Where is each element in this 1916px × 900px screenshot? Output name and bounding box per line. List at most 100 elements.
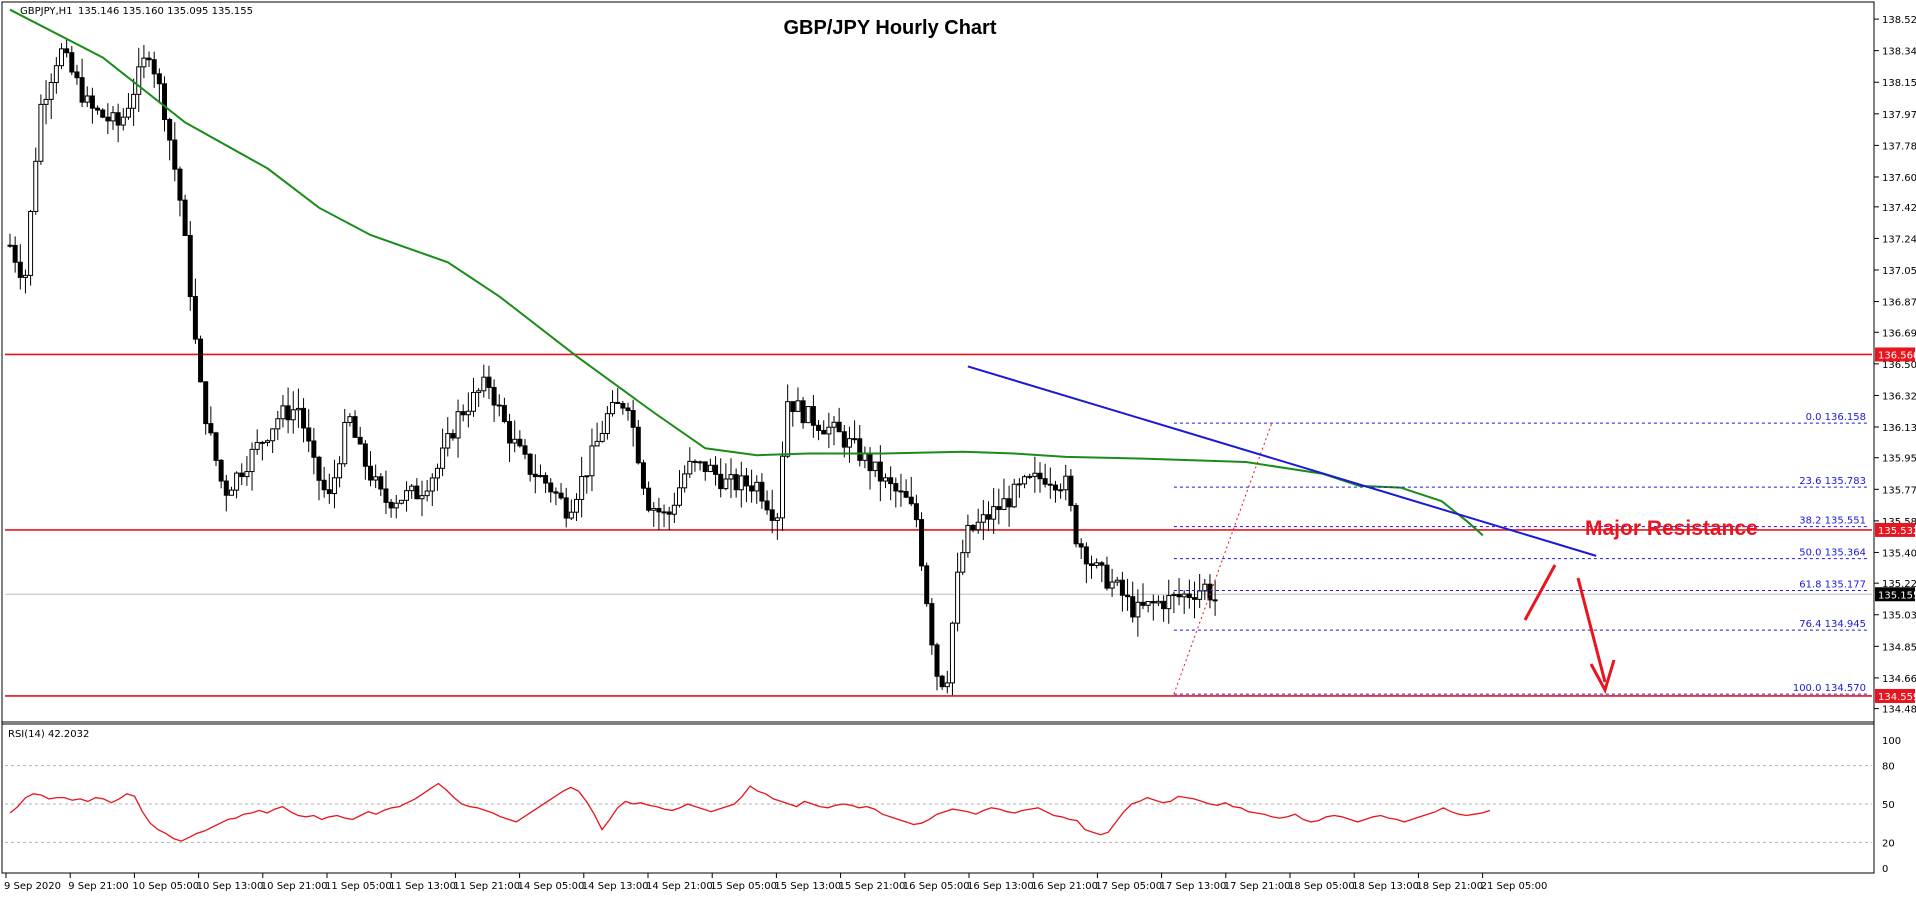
candle-body	[1016, 483, 1022, 486]
candle-body	[702, 461, 708, 473]
price-tick-label: 137.600	[1882, 173, 1916, 184]
candle-body	[1027, 475, 1033, 478]
candle-body	[805, 406, 811, 424]
price-tick-label: 135.955	[1882, 454, 1916, 465]
time-tick-label: 15 Sep 05:00	[710, 881, 777, 892]
candle-body	[17, 261, 23, 278]
candle-body	[434, 467, 440, 479]
candle-body	[64, 48, 70, 54]
candle-body	[774, 517, 780, 521]
time-tick-label: 15 Sep 21:00	[839, 881, 906, 892]
candle-body	[1125, 594, 1131, 598]
candle-body	[280, 405, 286, 420]
candle-body	[522, 445, 528, 455]
candle-body	[625, 407, 631, 412]
time-tick-label: 18 Sep 13:00	[1352, 881, 1419, 892]
candle-body	[1155, 600, 1161, 604]
candle-body	[203, 381, 209, 425]
candle-body	[100, 109, 106, 118]
moving-average	[9, 8, 1484, 537]
overlay-lines	[5, 353, 1872, 697]
time-tick-label: 17 Sep 21:00	[1224, 881, 1291, 892]
candle-body	[970, 524, 976, 531]
candle-body	[620, 403, 626, 409]
candle-body	[146, 57, 152, 61]
candle-body	[378, 476, 384, 490]
candle-body	[1089, 563, 1094, 566]
candle-body	[445, 433, 451, 449]
candle-body	[841, 431, 847, 448]
down-arrow-line	[1576, 577, 1607, 683]
candle-body	[646, 487, 652, 511]
candle-body	[816, 424, 822, 431]
candle-body	[1207, 583, 1213, 601]
candle-body	[1197, 590, 1203, 600]
candle-body	[944, 682, 950, 688]
time-tick-label: 10 Sep 13:00	[197, 881, 264, 892]
candle-body	[1176, 593, 1182, 598]
candle-body	[352, 416, 358, 438]
candle-body	[965, 524, 971, 554]
candle-body	[553, 491, 559, 494]
down-arrow-head	[1589, 659, 1616, 694]
candle-body	[84, 95, 90, 103]
candle-body	[69, 52, 75, 73]
candle-body	[656, 507, 662, 513]
candle-body	[1099, 562, 1105, 566]
candle-body	[156, 73, 162, 85]
candle-body	[460, 411, 466, 416]
candle-body	[955, 571, 961, 624]
candle-body	[723, 478, 729, 490]
candle-body	[980, 514, 986, 523]
candle-body	[38, 103, 44, 162]
candle-body	[105, 116, 111, 122]
candle-body	[764, 500, 770, 511]
price-badge	[1875, 587, 1915, 602]
candles	[7, 39, 1218, 696]
candle-body	[1022, 476, 1028, 485]
candle-body	[800, 400, 806, 424]
price-tick-label: 137.240	[1882, 234, 1916, 245]
time-tick-label: 18 Sep 21:00	[1416, 881, 1483, 892]
time-tick-label: 18 Sep 05:00	[1288, 881, 1355, 892]
candle-body	[270, 428, 276, 442]
fib-level-label: 61.8 135.177	[1799, 580, 1866, 591]
candle-body	[208, 423, 214, 434]
candle-body	[893, 483, 899, 492]
candle-body	[615, 401, 621, 405]
candle-body	[1006, 498, 1012, 508]
candle-body	[862, 452, 868, 461]
candle-body	[347, 416, 353, 423]
candle-body	[558, 492, 564, 499]
candle-body	[388, 501, 394, 509]
candle-body	[326, 489, 332, 495]
candle-body	[1037, 472, 1043, 480]
candle-body	[192, 296, 198, 340]
candle-body	[1068, 475, 1074, 506]
price-tick-label: 138.525	[1882, 15, 1916, 26]
candle-body	[79, 77, 85, 103]
candle-body	[481, 376, 487, 392]
candle-body	[790, 401, 796, 412]
candle-body	[574, 498, 579, 513]
rsi-tick-label: 20	[1882, 838, 1895, 849]
candle-body	[1166, 595, 1172, 610]
candle-body	[728, 474, 734, 480]
candle-body	[1063, 475, 1069, 491]
time-tick-label: 17 Sep 13:00	[1160, 881, 1227, 892]
candle-body	[512, 438, 518, 444]
candle-body	[919, 519, 925, 567]
candle-body	[151, 59, 157, 75]
candle-body	[754, 481, 760, 492]
price-tick-label: 137.055	[1882, 266, 1916, 277]
price-badge-label: 136.560	[1878, 350, 1916, 361]
candle-body	[888, 477, 894, 485]
price-tick-label: 138.340	[1882, 47, 1916, 58]
candle-body	[651, 507, 657, 511]
price-tick-label: 137.425	[1882, 203, 1916, 214]
rsi-tick-label: 0	[1882, 864, 1888, 875]
moving-average-line	[9, 8, 1484, 537]
candle-body	[697, 461, 703, 464]
candle-body	[368, 465, 373, 481]
candle-body	[939, 675, 945, 688]
